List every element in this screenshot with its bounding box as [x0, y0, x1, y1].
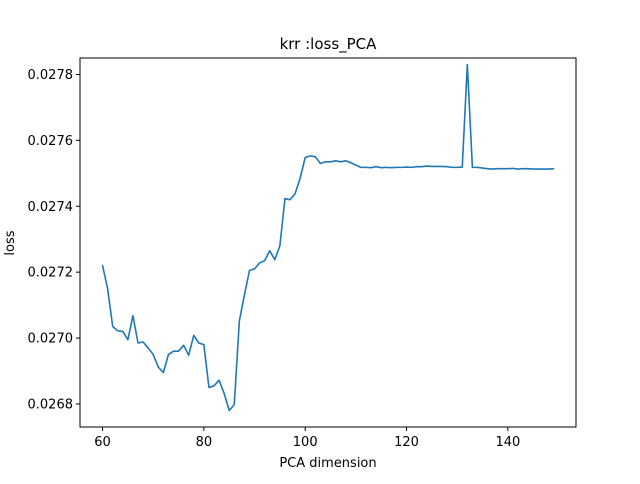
x-tick-label: 80	[196, 435, 213, 450]
y-axis-label: loss	[3, 230, 18, 255]
y-tick-label: 0.0276	[28, 134, 74, 149]
x-tick-label: 100	[293, 435, 318, 450]
y-tick-label: 0.0272	[28, 266, 74, 281]
x-tick-label: 60	[94, 435, 111, 450]
y-tick-label: 0.0278	[28, 68, 74, 83]
x-tick-label: 140	[495, 435, 520, 450]
y-tick-label: 0.0274	[28, 200, 74, 215]
x-tick-label: 120	[394, 435, 419, 450]
chart-title: krr :loss_PCA	[280, 35, 378, 54]
y-tick-label: 0.0268	[28, 397, 74, 412]
y-tick-label: 0.0270	[28, 332, 74, 347]
x-axis-label: PCA dimension	[279, 456, 376, 471]
